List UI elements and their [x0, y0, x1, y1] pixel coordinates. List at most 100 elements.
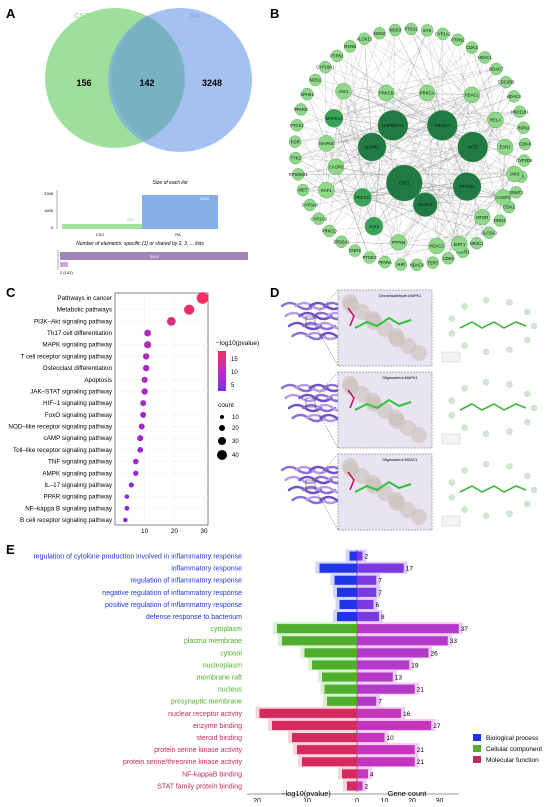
pathway-dot: [133, 459, 139, 465]
network-node-label: ALOX15: [356, 36, 373, 41]
network-node: SYK: [421, 24, 433, 36]
pathway-dot: [197, 292, 209, 304]
network-node-label: PRKCD: [355, 195, 370, 200]
network-node: SIRT1: [451, 236, 467, 252]
network-node-label: SPHK2: [300, 92, 314, 97]
panel-e-label: E: [6, 542, 15, 557]
pathway-dot: [141, 388, 147, 394]
network-node: NOS1: [309, 74, 321, 86]
residue-bubble: [506, 299, 512, 305]
network-node: CNR1: [349, 245, 361, 257]
network-node-label: HDAC2: [429, 244, 444, 249]
pathway-label: IL–17 signaling pathway: [44, 482, 112, 489]
panel-a-label: A: [6, 6, 15, 21]
panel-c-label: C: [6, 285, 15, 300]
legend-bp-swatch: [473, 734, 481, 741]
count-label: 2: [365, 783, 369, 790]
network-node: RIPK2: [517, 122, 530, 134]
network-node: HDAC2: [429, 238, 445, 254]
network-node-label: RPS6KB1: [289, 172, 309, 177]
network-node: HDAC7: [489, 63, 504, 75]
upset-bar-ra-label: 3390: [200, 196, 210, 201]
count-label: 37: [461, 626, 469, 633]
count-bar: [357, 612, 379, 621]
count-label: 17: [406, 566, 414, 573]
residue-bubble: [461, 467, 467, 473]
go-term-label: regulation of cytokine production involv…: [33, 554, 242, 561]
go-enrichment-chart: −log10(pvalue) Gene count Biological pro…: [0, 540, 550, 802]
docking-figure: Cinnamaldehyde-MAPK1Stigmasterol-MAPK1St…: [270, 285, 550, 540]
count-bar: [357, 721, 431, 730]
network-node-label: AHR: [396, 262, 405, 267]
network-node: HDAC1: [478, 51, 493, 63]
residue-bubble: [483, 461, 489, 467]
network-node: PTGES: [362, 251, 376, 263]
network-node-label: ESR1: [399, 181, 411, 186]
residue-bubble: [506, 511, 512, 517]
pvalue-bar: [305, 648, 358, 657]
network-node: SLC6A3: [481, 227, 497, 239]
pathway-dot: [142, 377, 148, 383]
network-node-label: HDAC4: [507, 94, 522, 99]
network-node-label: NOS1: [310, 78, 322, 83]
network-node-label: RELA: [490, 118, 501, 123]
network-node-label: MAPK8: [319, 141, 334, 146]
network-node: PRKCQ: [322, 225, 338, 237]
pathway-label: TNF signaling pathway: [48, 459, 113, 466]
legend-mf-label: Molecular function: [486, 757, 539, 764]
pathway-dot: [139, 424, 145, 430]
count-label: 7: [378, 578, 382, 585]
network-node: ESR2: [497, 139, 513, 155]
network-node: PGR: [289, 136, 301, 148]
pvalue-bar: [297, 745, 357, 754]
network-node-label: HSD11B1: [511, 109, 530, 114]
pathway-dot: [140, 412, 146, 418]
network-edge: [344, 91, 385, 262]
network-node-label: MAPK3: [418, 202, 433, 207]
kegg-dot-plot: −log10(pvalue) 15 10 5 count 10 20 30 40…: [0, 285, 270, 540]
pathway-label: B cell receptor signaling pathway: [20, 517, 113, 524]
network-node: PTGS1: [404, 23, 418, 35]
pvalue-bar: [342, 769, 357, 778]
network-node-label: MTOR: [476, 215, 488, 220]
count-label: 16: [403, 711, 411, 718]
count-bar: [357, 576, 376, 585]
interaction-legend: [442, 352, 460, 362]
venn-ra-name: RA: [190, 13, 200, 20]
count-label: 21: [417, 747, 425, 754]
network-node: CASP3: [495, 189, 511, 205]
pathway-label: cAMP signaling pathway: [44, 435, 113, 442]
residue-bubble: [449, 316, 455, 322]
pvalue-bar: [292, 733, 357, 742]
pathway-label: FoxO signaling pathway: [45, 412, 113, 419]
network-node: SRD5A1: [333, 236, 350, 248]
network-node: NOS2: [373, 27, 385, 39]
complex-name: Stigmasterol-MAPK1: [382, 376, 417, 380]
pathway-label: MAPK signaling pathway: [42, 342, 113, 349]
go-term-label: membrane raft: [196, 675, 242, 682]
residue-bubble: [483, 297, 489, 303]
network-node-label: HDAC7: [489, 67, 504, 72]
network-node-label: PRKCA: [420, 91, 435, 96]
legend-size-20: [219, 425, 225, 431]
residue-bubble: [449, 398, 455, 404]
x-tick-right: 20: [408, 798, 416, 802]
pvalue-bar: [335, 576, 358, 585]
network-node-label: CYP2D6: [516, 158, 533, 163]
count-bar: [357, 660, 409, 669]
count-bar: [357, 552, 363, 561]
network-node-label: ESR2: [500, 145, 512, 150]
pathway-label: T cell receptor signaling pathway: [20, 353, 112, 360]
network-node: PTPN6: [391, 234, 407, 250]
count-bar: [357, 709, 401, 718]
upset-shared-axis-label: 2 (142): [60, 270, 73, 275]
pathway-dot: [129, 482, 134, 487]
surface-blob: [343, 379, 359, 395]
residue-bubble: [506, 347, 512, 353]
count-bar: [357, 588, 376, 597]
network-node: HSD11B1: [511, 106, 530, 118]
residue-bubble: [449, 330, 455, 336]
network-node: PTPN11: [453, 173, 481, 201]
pathway-dot: [133, 471, 138, 476]
network-node: CDK4: [519, 138, 531, 150]
